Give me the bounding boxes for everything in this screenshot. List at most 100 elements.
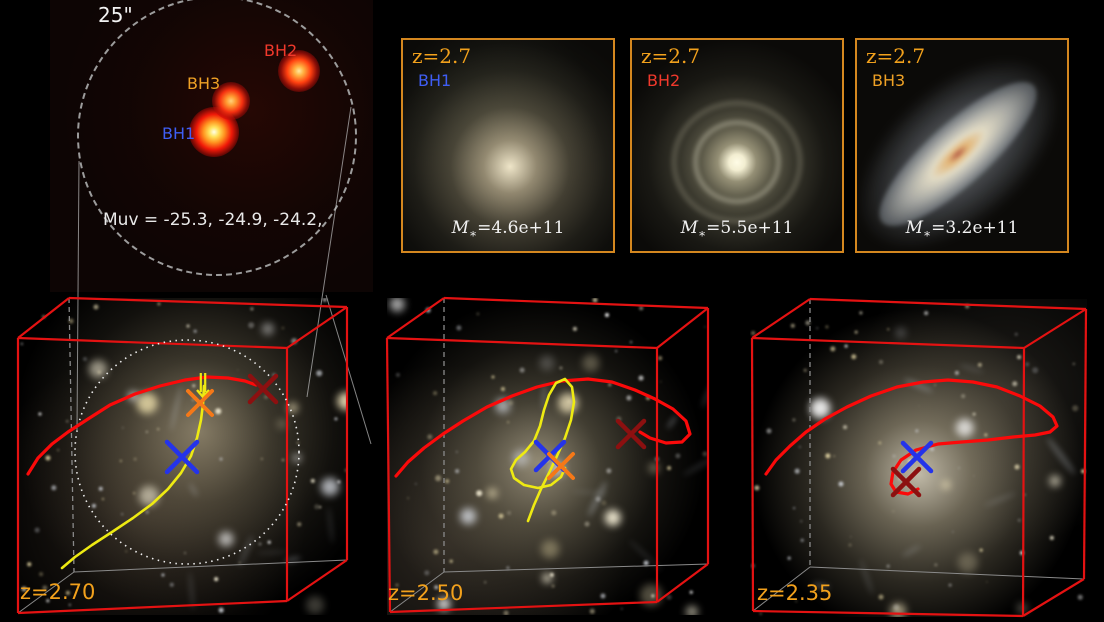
star-blob (604, 509, 622, 527)
star-blob (344, 468, 348, 472)
star-blob (133, 492, 135, 494)
aperture-circle (77, 0, 357, 276)
star-blob (449, 559, 453, 563)
stellar-mass-label: M∗=4.6e+11 (451, 217, 565, 240)
star-blob (219, 457, 223, 461)
star-blob (192, 399, 194, 401)
star-blob (754, 485, 760, 491)
star-blob (1049, 535, 1055, 541)
star-blob (1072, 362, 1076, 366)
star-blob (193, 329, 197, 333)
star-blob (316, 370, 322, 376)
star-blob (218, 531, 234, 547)
star-blob (491, 375, 495, 379)
sim-box-field-2 (387, 298, 709, 615)
star-blob (685, 605, 699, 615)
star-blob (643, 560, 649, 566)
star-blob (456, 325, 462, 331)
star-blob (513, 450, 529, 466)
star-blob (838, 481, 844, 487)
star-blob (297, 522, 301, 526)
star-blob (899, 461, 903, 465)
star-blob (851, 354, 857, 360)
star-blob (893, 604, 899, 610)
star-blob (337, 480, 341, 484)
star-blob (848, 543, 852, 547)
star-blob (859, 311, 863, 315)
star-blob (648, 462, 660, 474)
star-blob (892, 454, 896, 458)
star-blob (66, 420, 68, 422)
star-blob (816, 327, 818, 329)
star-blob (541, 540, 559, 558)
star-blob (895, 327, 907, 339)
star-blob (310, 478, 316, 484)
star-blob (314, 504, 320, 510)
uv-magnitude-label: Muv = -25.3, -24.9, -24.2, (103, 210, 323, 230)
galaxy-panel-bh3: z=2.7 BH3 M∗=3.2e+11 (855, 38, 1069, 253)
star-blob (843, 425, 847, 429)
star-blob (195, 469, 197, 471)
star-blob (484, 581, 486, 583)
star-blob (542, 573, 552, 583)
star-blob (952, 531, 954, 533)
star-blob (934, 563, 938, 567)
star-blob (878, 594, 884, 600)
sim-redshift-label-1: z=2.70 (20, 580, 96, 604)
star-blob (908, 459, 912, 463)
star-blob (248, 322, 254, 328)
cluster-glow (387, 298, 709, 615)
star-blob (1077, 594, 1083, 600)
star-blob (954, 370, 960, 376)
redshift-label: z=2.7 (641, 44, 701, 68)
star-blob (282, 459, 284, 461)
star-blob (414, 482, 418, 486)
star-blob (487, 488, 497, 498)
galaxy-panel-bh2: z=2.7 BH2 M∗=5.5e+11 (630, 38, 844, 253)
star-blob (793, 507, 795, 509)
star-blob (589, 608, 595, 614)
star-blob (133, 457, 137, 461)
star-blob (651, 594, 655, 598)
star-blob (965, 304, 969, 308)
star-blob (161, 573, 165, 577)
star-blob (689, 590, 693, 594)
star-blob (892, 510, 894, 512)
star-blob (121, 513, 123, 515)
star-blob (145, 510, 149, 514)
star-blob (136, 392, 158, 414)
star-blob (878, 359, 884, 365)
star-blob (218, 607, 224, 613)
bh2-label: BH2 (264, 41, 298, 60)
star-blob (1016, 602, 1028, 614)
star-blob (125, 550, 127, 552)
star-blob (646, 396, 650, 400)
cluster-glow (750, 299, 1087, 617)
star-blob (667, 466, 671, 470)
star-blob (638, 375, 644, 381)
star-blob (751, 331, 755, 335)
bh3-label: BH3 (187, 74, 221, 93)
star-blob (825, 325, 829, 329)
star-blob (250, 307, 254, 311)
star-blob (1017, 355, 1021, 359)
scale-label: 25" (98, 3, 133, 27)
star-blob (844, 344, 848, 348)
star-blob (572, 326, 578, 332)
bh-aperture-inset-panel: 25" BH1 BH2 BH3 Muv = -25.3, -24.9, -24.… (50, 0, 373, 292)
star-blob (961, 394, 965, 398)
galaxy-panel-bh1: z=2.7 BH1 M∗=4.6e+11 (401, 38, 615, 253)
star-blob (407, 497, 409, 499)
bh-name-label: BH3 (872, 71, 906, 90)
star-blob (600, 593, 606, 599)
star-blob (455, 469, 459, 473)
stellar-mass-label: M∗=5.5e+11 (680, 217, 794, 240)
star-blob (803, 368, 807, 372)
star-blob (267, 540, 271, 544)
star-blob (93, 304, 99, 310)
star-blob (476, 490, 482, 496)
star-blob (272, 373, 276, 377)
star-blob (854, 330, 858, 334)
star-blob (57, 449, 59, 451)
